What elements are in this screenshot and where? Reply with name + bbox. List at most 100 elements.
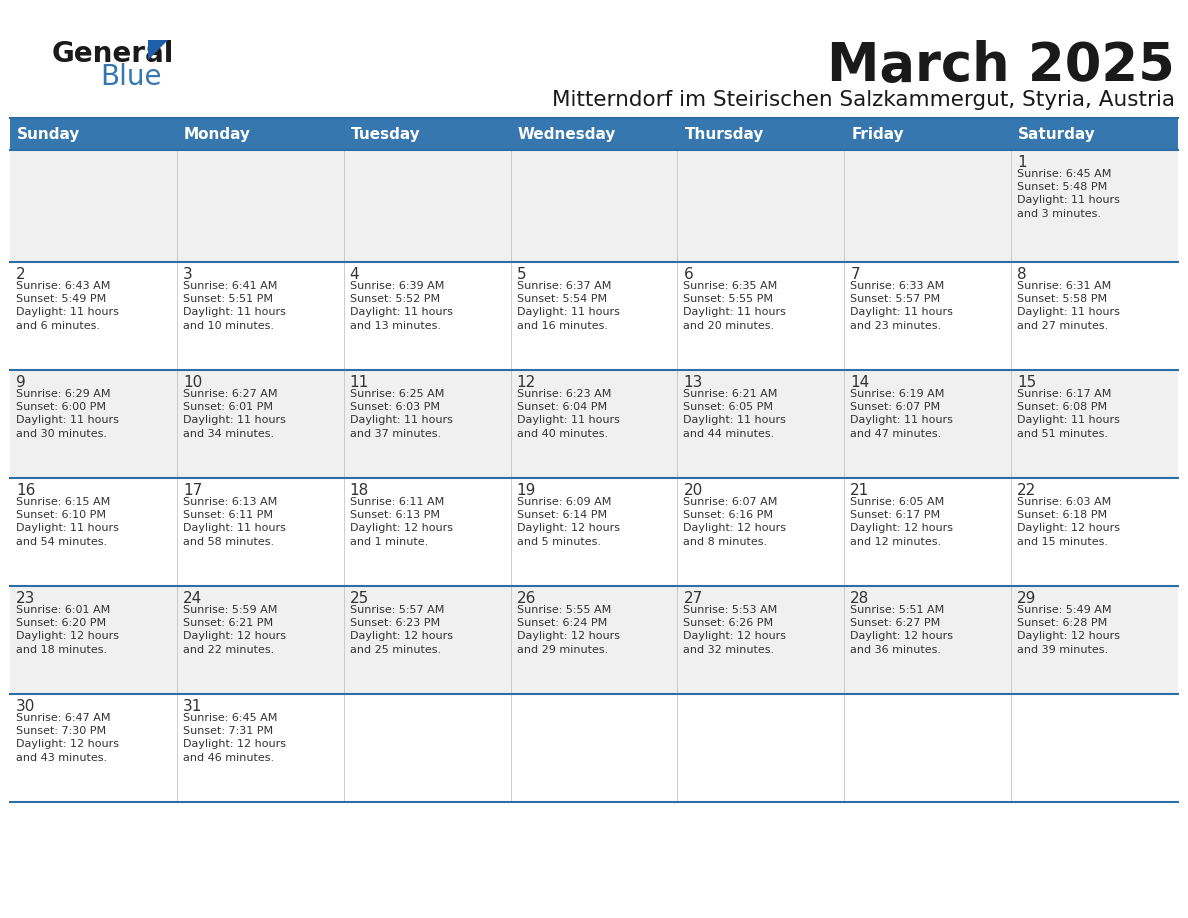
Text: 26: 26 [517, 591, 536, 606]
Text: Tuesday: Tuesday [350, 127, 421, 141]
Text: Sunset: 5:48 PM: Sunset: 5:48 PM [1017, 182, 1107, 192]
Text: Daylight: 11 hours: Daylight: 11 hours [183, 308, 286, 318]
Text: and 58 minutes.: and 58 minutes. [183, 537, 274, 546]
Text: Sunset: 5:54 PM: Sunset: 5:54 PM [517, 294, 607, 304]
Text: and 47 minutes.: and 47 minutes. [851, 429, 942, 439]
Text: Sunrise: 6:17 AM: Sunrise: 6:17 AM [1017, 389, 1112, 399]
Text: and 5 minutes.: and 5 minutes. [517, 537, 601, 546]
Text: and 8 minutes.: and 8 minutes. [683, 537, 767, 546]
Text: 22: 22 [1017, 483, 1036, 498]
Text: 4: 4 [349, 267, 359, 282]
Text: Sunset: 6:17 PM: Sunset: 6:17 PM [851, 510, 941, 521]
Text: and 39 minutes.: and 39 minutes. [1017, 644, 1108, 655]
Text: 8: 8 [1017, 267, 1026, 282]
Text: Sunset: 6:01 PM: Sunset: 6:01 PM [183, 402, 273, 412]
Text: 9: 9 [15, 375, 26, 390]
Text: Daylight: 11 hours: Daylight: 11 hours [183, 416, 286, 425]
Text: and 1 minute.: and 1 minute. [349, 537, 428, 546]
Text: Daylight: 11 hours: Daylight: 11 hours [1017, 196, 1120, 206]
Text: and 36 minutes.: and 36 minutes. [851, 644, 941, 655]
Text: 15: 15 [1017, 375, 1036, 390]
Text: Daylight: 11 hours: Daylight: 11 hours [517, 308, 619, 318]
Text: Sunrise: 5:49 AM: Sunrise: 5:49 AM [1017, 605, 1112, 615]
Text: Daylight: 12 hours: Daylight: 12 hours [683, 632, 786, 642]
Text: Daylight: 12 hours: Daylight: 12 hours [1017, 523, 1120, 533]
Text: and 44 minutes.: and 44 minutes. [683, 429, 775, 439]
Text: Daylight: 11 hours: Daylight: 11 hours [683, 416, 786, 425]
Text: and 16 minutes.: and 16 minutes. [517, 320, 607, 330]
Text: Sunset: 6:18 PM: Sunset: 6:18 PM [1017, 510, 1107, 521]
Text: Daylight: 12 hours: Daylight: 12 hours [15, 739, 119, 749]
Bar [10, 118, 1178, 150]
Text: Sunrise: 6:15 AM: Sunrise: 6:15 AM [15, 497, 110, 507]
Text: Sunset: 5:49 PM: Sunset: 5:49 PM [15, 294, 106, 304]
Text: Sunset: 6:03 PM: Sunset: 6:03 PM [349, 402, 440, 412]
Text: and 18 minutes.: and 18 minutes. [15, 644, 107, 655]
Text: 31: 31 [183, 699, 202, 714]
Text: 18: 18 [349, 483, 369, 498]
Text: 27: 27 [683, 591, 702, 606]
Text: Sunrise: 6:31 AM: Sunrise: 6:31 AM [1017, 281, 1112, 291]
Text: Daylight: 12 hours: Daylight: 12 hours [517, 632, 620, 642]
Text: 2: 2 [15, 267, 26, 282]
Bar [10, 370, 1178, 478]
Text: and 30 minutes.: and 30 minutes. [15, 429, 107, 439]
Text: Daylight: 12 hours: Daylight: 12 hours [851, 523, 953, 533]
Text: 17: 17 [183, 483, 202, 498]
Text: and 12 minutes.: and 12 minutes. [851, 537, 941, 546]
Text: and 6 minutes.: and 6 minutes. [15, 320, 100, 330]
Text: Daylight: 11 hours: Daylight: 11 hours [1017, 416, 1120, 425]
Text: 28: 28 [851, 591, 870, 606]
Text: Daylight: 12 hours: Daylight: 12 hours [851, 632, 953, 642]
Text: Sunrise: 6:45 AM: Sunrise: 6:45 AM [183, 713, 277, 723]
Bar [10, 150, 1178, 262]
Text: 11: 11 [349, 375, 369, 390]
Text: Sunrise: 6:33 AM: Sunrise: 6:33 AM [851, 281, 944, 291]
Text: Sunrise: 6:39 AM: Sunrise: 6:39 AM [349, 281, 444, 291]
Text: Daylight: 11 hours: Daylight: 11 hours [517, 416, 619, 425]
Text: March 2025: March 2025 [827, 40, 1175, 92]
Text: Sunrise: 5:55 AM: Sunrise: 5:55 AM [517, 605, 611, 615]
Text: Sunset: 7:30 PM: Sunset: 7:30 PM [15, 726, 106, 736]
Text: Daylight: 11 hours: Daylight: 11 hours [851, 308, 953, 318]
Text: 7: 7 [851, 267, 860, 282]
Text: and 29 minutes.: and 29 minutes. [517, 644, 608, 655]
Text: Sunrise: 6:09 AM: Sunrise: 6:09 AM [517, 497, 611, 507]
Text: and 22 minutes.: and 22 minutes. [183, 644, 274, 655]
Text: Sunset: 6:28 PM: Sunset: 6:28 PM [1017, 618, 1107, 628]
Text: 20: 20 [683, 483, 702, 498]
Text: Sunrise: 6:05 AM: Sunrise: 6:05 AM [851, 497, 944, 507]
Text: Daylight: 12 hours: Daylight: 12 hours [183, 632, 286, 642]
Text: Sunrise: 6:01 AM: Sunrise: 6:01 AM [15, 605, 110, 615]
Text: Sunset: 5:51 PM: Sunset: 5:51 PM [183, 294, 273, 304]
Text: 23: 23 [15, 591, 36, 606]
Text: Friday: Friday [852, 127, 904, 141]
Text: and 27 minutes.: and 27 minutes. [1017, 320, 1108, 330]
Text: Sunrise: 6:29 AM: Sunrise: 6:29 AM [15, 389, 110, 399]
Text: Sunset: 6:11 PM: Sunset: 6:11 PM [183, 510, 273, 521]
Text: Sunset: 6:20 PM: Sunset: 6:20 PM [15, 618, 106, 628]
Text: Sunset: 5:55 PM: Sunset: 5:55 PM [683, 294, 773, 304]
Text: Blue: Blue [100, 63, 162, 91]
Text: Saturday: Saturday [1018, 127, 1095, 141]
Text: Sunset: 6:05 PM: Sunset: 6:05 PM [683, 402, 773, 412]
Text: Sunrise: 6:23 AM: Sunrise: 6:23 AM [517, 389, 611, 399]
Text: and 34 minutes.: and 34 minutes. [183, 429, 274, 439]
Text: 3: 3 [183, 267, 192, 282]
Text: Sunrise: 6:47 AM: Sunrise: 6:47 AM [15, 713, 110, 723]
Text: and 37 minutes.: and 37 minutes. [349, 429, 441, 439]
Text: Daylight: 11 hours: Daylight: 11 hours [1017, 308, 1120, 318]
Text: Sunset: 6:13 PM: Sunset: 6:13 PM [349, 510, 440, 521]
Text: Sunset: 6:04 PM: Sunset: 6:04 PM [517, 402, 607, 412]
Text: Daylight: 11 hours: Daylight: 11 hours [683, 308, 786, 318]
Text: Sunrise: 6:07 AM: Sunrise: 6:07 AM [683, 497, 778, 507]
Text: Sunrise: 6:03 AM: Sunrise: 6:03 AM [1017, 497, 1112, 507]
Text: and 46 minutes.: and 46 minutes. [183, 753, 274, 763]
Text: Sunrise: 6:25 AM: Sunrise: 6:25 AM [349, 389, 444, 399]
Text: Sunrise: 5:59 AM: Sunrise: 5:59 AM [183, 605, 277, 615]
Text: Sunset: 5:58 PM: Sunset: 5:58 PM [1017, 294, 1107, 304]
Text: Sunrise: 6:35 AM: Sunrise: 6:35 AM [683, 281, 778, 291]
Text: Sunset: 6:00 PM: Sunset: 6:00 PM [15, 402, 106, 412]
Text: Sunrise: 6:45 AM: Sunrise: 6:45 AM [1017, 169, 1112, 179]
Text: 5: 5 [517, 267, 526, 282]
